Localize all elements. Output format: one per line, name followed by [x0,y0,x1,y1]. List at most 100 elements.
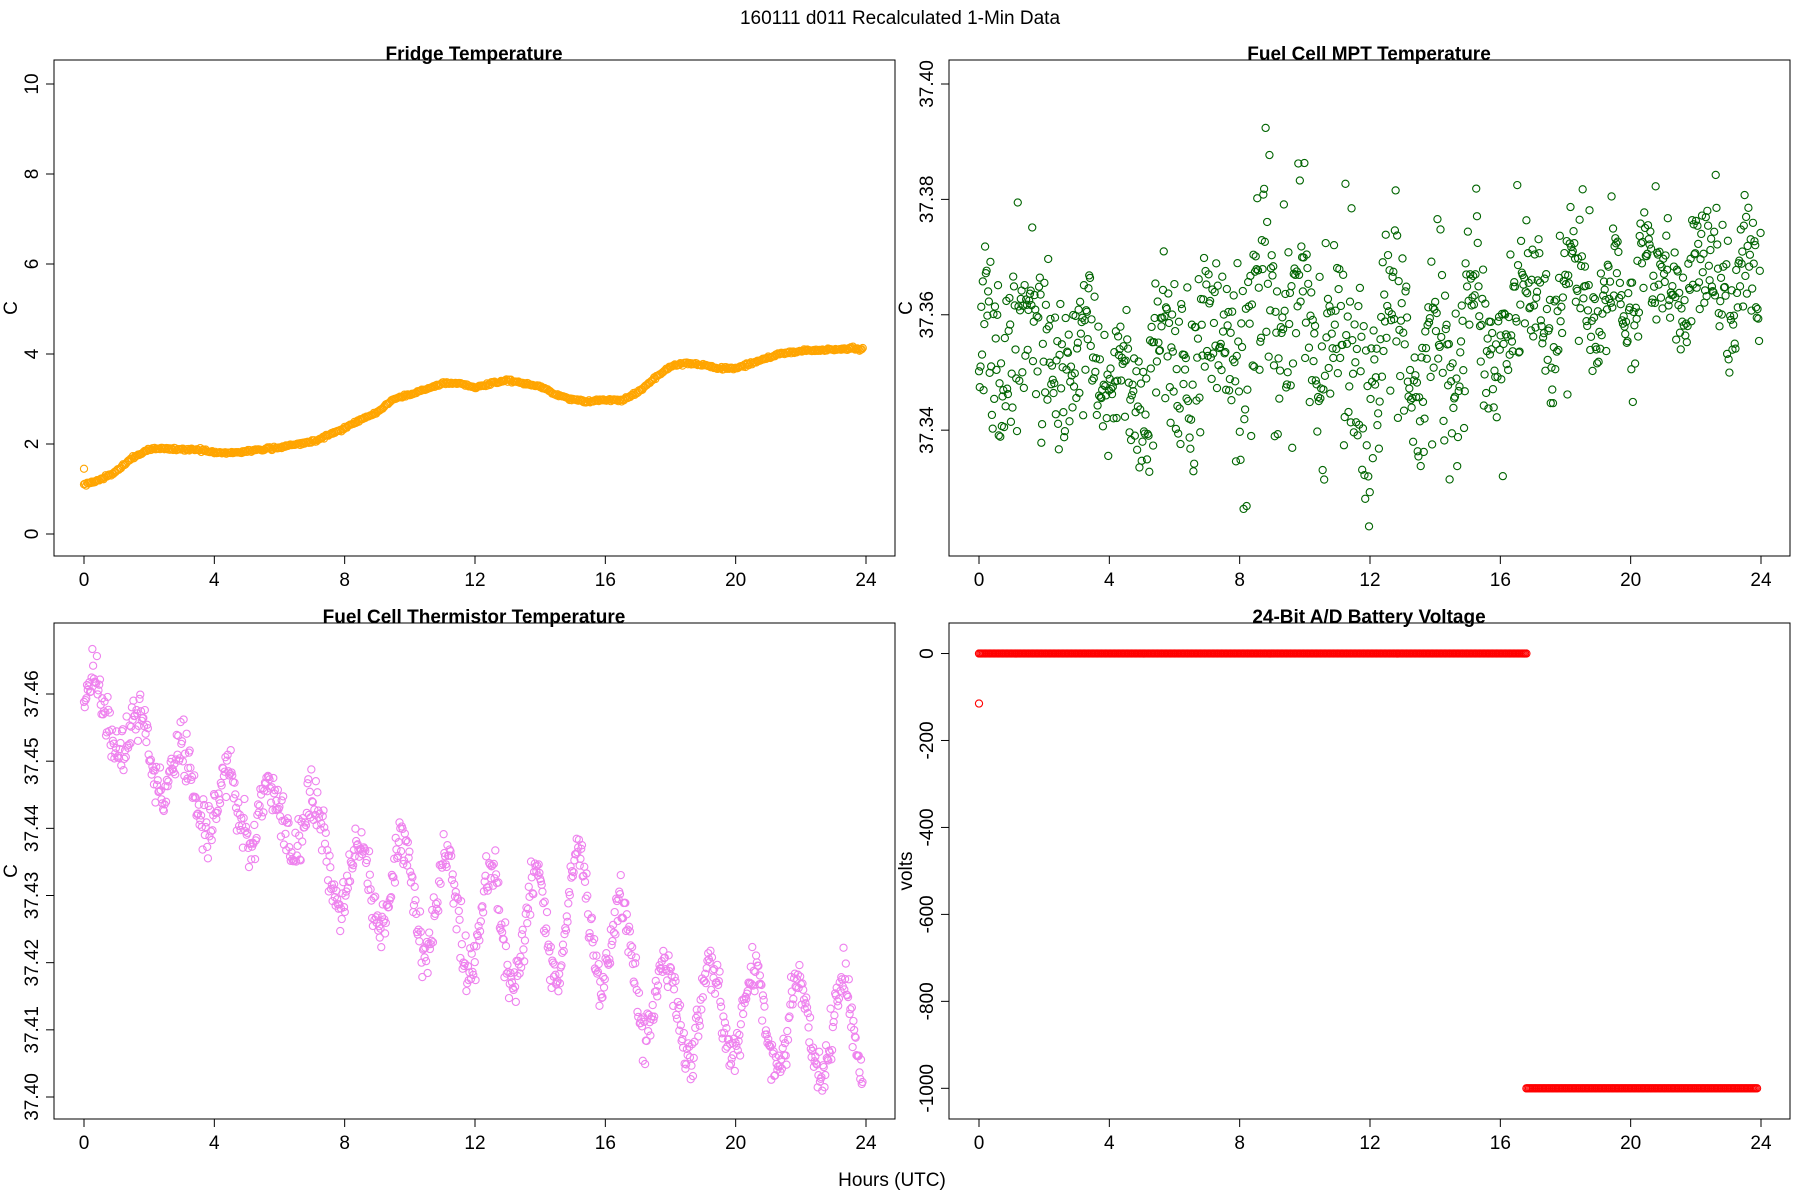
data-point [1745,250,1755,259]
data-point [670,972,679,982]
data-point [986,257,995,266]
y-tick-label: 37.38 [917,176,938,224]
y-tick-label: -1000 [917,1064,938,1113]
data-point [303,779,312,788]
data-point [1639,283,1648,293]
data-point [529,890,538,899]
data-point [1676,345,1685,354]
data-point [1087,315,1096,324]
data-point [1031,389,1041,399]
data-point [1426,372,1435,382]
data-point [1286,381,1295,390]
data-point [208,826,217,835]
data-point [1141,410,1150,419]
data-point [142,720,152,729]
data-point [542,907,552,917]
data-point [1215,342,1225,352]
data-point [351,824,360,833]
data-point [856,1055,866,1064]
data-point [1229,291,1238,300]
data-point [1521,287,1530,296]
data-point [1371,373,1381,382]
data-point [194,800,203,809]
data-point [1247,431,1256,441]
data-point [761,1026,771,1035]
data-point [1320,475,1329,484]
data-point [118,725,127,734]
data-point [1328,344,1337,353]
data-point [1383,250,1393,260]
y-tick-label: -200 [917,721,938,759]
data-point [1558,293,1568,302]
data-point [1475,321,1485,331]
data-point [1129,387,1138,396]
data-point [386,893,396,902]
y-tick-label: 8 [22,169,43,180]
data-point [1221,347,1230,357]
data-point [733,1046,742,1055]
data-point [592,951,601,960]
data-point [1424,318,1434,327]
panel-title: Fridge Temperature [385,44,562,65]
data-point [121,752,130,762]
data-point [1469,300,1479,309]
data-point [1221,385,1231,394]
data-point [1515,347,1524,356]
data-point [710,989,720,998]
data-point [520,936,530,945]
data-point [538,887,547,896]
data-point [984,297,994,306]
data-point [1670,248,1679,257]
data-point [1465,320,1474,329]
data-point [1333,369,1342,378]
data-point [1012,426,1022,436]
data-point [528,889,537,898]
data-point [650,1012,659,1021]
data-point [1006,320,1015,329]
data-point [539,926,549,935]
data-point [321,828,330,837]
data-point [330,893,340,902]
data-point [1449,403,1458,413]
data-point [1145,336,1155,345]
data-point [1028,223,1037,232]
data-point [213,806,222,815]
data-point [1461,259,1470,268]
data-point [1369,326,1378,335]
x-tick-label: 4 [1104,1133,1115,1154]
data-point [133,736,143,745]
data-point [1607,192,1616,201]
data-point [1510,282,1520,291]
data-point [1253,194,1262,203]
data-point [1732,288,1742,298]
data-point [1374,444,1384,453]
data-point [1711,170,1720,180]
data-point [1391,186,1400,195]
data-point [187,772,197,781]
data-point [854,1051,863,1060]
data-point [162,775,172,785]
data-point [1413,447,1422,456]
data-point [996,432,1005,441]
data-point [1550,297,1559,306]
data-point [1332,344,1341,354]
data-point [1100,330,1109,340]
data-point [851,1033,860,1042]
data-point [1171,326,1180,336]
data-point [398,824,407,834]
data-point [783,349,792,358]
data-point [1680,296,1689,305]
data-point [696,995,705,1004]
data-point [1568,246,1577,256]
data-point [1356,367,1365,376]
data-point [1325,302,1334,311]
data-point [103,471,113,481]
data-point [1713,264,1723,273]
data-point [1388,272,1397,282]
data-point [649,1015,658,1024]
data-point [1218,272,1227,281]
data-point [153,776,162,785]
data-point [1753,304,1762,314]
data-point [1662,265,1672,274]
data-point [1121,356,1130,365]
